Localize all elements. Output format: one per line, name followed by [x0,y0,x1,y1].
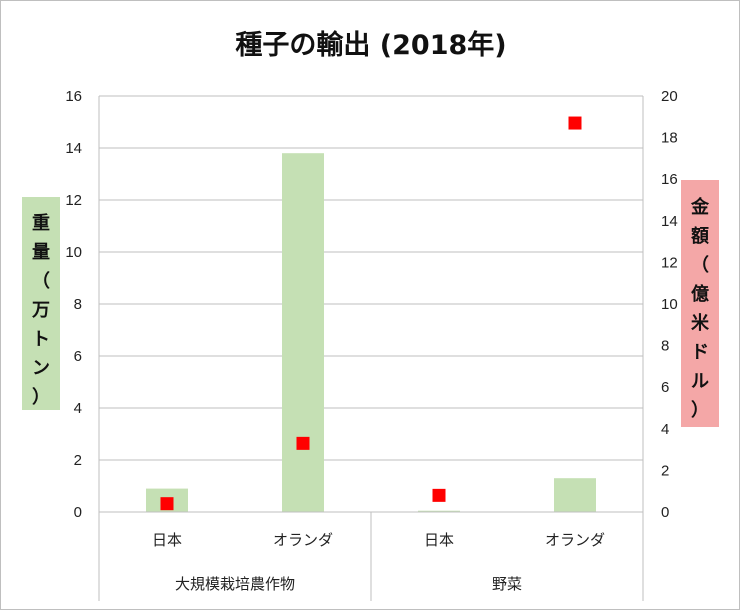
y-tick-label: 4 [74,400,82,417]
y2-tick-label: 6 [661,379,669,396]
y2-axis-title-char: ド [691,342,709,363]
y2-axis-title-char: 金 [690,196,710,218]
bar [554,478,596,512]
data-point [296,436,310,450]
gridlines [99,95,643,461]
y2-tick-label: 4 [661,421,669,438]
y-tick-label: 16 [65,88,82,105]
y-axis-title-char: 重 [32,212,50,234]
y2-tick-label: 8 [661,338,669,355]
y2-axis-title-char: （ [691,255,709,276]
y-tick-label: 8 [74,296,82,313]
group-label: 野菜 [492,575,522,593]
data-point [568,116,582,130]
y2-axis-title-bg [681,180,719,427]
y2-axis-title-char: 米 [691,312,710,334]
bar [282,153,324,512]
x-tick-label: オランダ [545,531,605,549]
y-tick-label: 10 [65,244,82,261]
x-tick-label: オランダ [273,531,333,549]
y2-tick-label: 12 [661,254,678,271]
y2-tick-label: 16 [661,171,678,188]
y-axis-title-char: ） [32,387,50,408]
y2-tick-label: 10 [661,296,678,313]
x-tick-label: 日本 [424,531,454,549]
y-tick-label: 2 [74,452,82,469]
data-point [160,497,174,511]
bar [418,510,460,512]
group-label: 大規模栽培農作物 [175,575,295,593]
y2-axis-title-char: 億 [691,283,709,305]
y2-tick-label: 2 [661,462,669,479]
left-axis-ticks: 0 2 4 6 8 10 12 14 16 [65,88,82,521]
bar-series [146,153,596,512]
right-axis-ticks: 0 2 4 6 8 10 12 14 16 18 20 [661,88,678,521]
y-axis-title: 重量 （ 万トン ） [22,197,60,410]
x-tick-label: 日本 [152,531,182,549]
y2-tick-label: 18 [661,130,678,147]
axes [98,96,644,601]
y2-tick-label: 20 [661,88,678,105]
y2-tick-label: 0 [661,504,669,521]
y-tick-label: 6 [74,348,82,365]
y-axis-title-char: 万 [31,300,50,321]
y2-axis-title-char: ル [691,371,709,392]
chart-title: 種子の輸出 (2018年) [235,29,506,61]
y-tick-label: 14 [65,140,82,157]
y2-axis-title-char: ） [691,400,709,421]
y2-tick-label: 14 [661,213,678,230]
y-axis-title-char: （ [32,271,50,292]
y-axis-title-bg [22,197,60,410]
y-axis-title-char: ン [32,358,50,379]
y-axis-title-char: 量 [32,241,50,263]
data-point [432,488,446,502]
point-series [160,116,582,511]
y2-axis-title-char: 額 [690,225,709,247]
y-tick-label: 12 [65,192,82,209]
y-tick-label: 0 [74,504,82,521]
y-axis-title-char: ト [32,329,50,350]
